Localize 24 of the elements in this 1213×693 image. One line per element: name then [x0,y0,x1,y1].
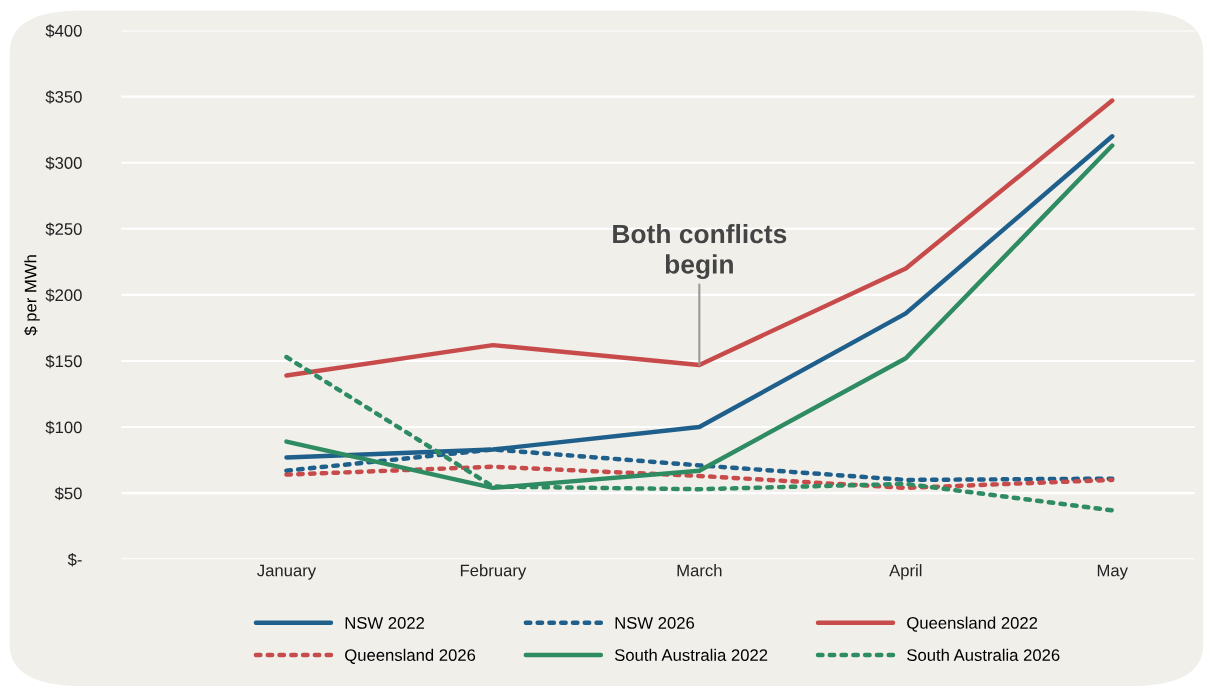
x-tick-label: January [257,564,317,580]
y-tick-label: $100 [45,420,82,435]
y-tick-label: $200 [45,288,82,303]
legend-label: NSW 2022 [345,616,425,629]
legend-label: South Australia 2026 [907,648,1060,661]
legend-label: NSW 2026 [615,616,695,629]
y-tick-label: $150 [45,354,82,369]
annotation: Both conflicts begin [613,223,787,280]
y-tick-label: $350 [45,90,82,104]
y-tick-label: $250 [45,222,82,236]
x-tick-label: February [460,564,527,580]
legend-label: South Australia 2022 [614,648,768,661]
legend-label: Queensland 2026 [345,648,476,664]
y-tick-label: $50 [54,486,82,501]
x-tick-label: May [1097,564,1128,580]
legend-label: Queensland 2022 [907,616,1038,632]
x-tick-label: April [889,564,922,580]
y-axis-title: $ per MWh [23,255,40,336]
line-series [284,98,1115,378]
x-tick-label: March [677,564,722,577]
y-tick-label: $400 [45,24,82,38]
y-tick-label: $- [67,552,82,567]
y-tick-label: $300 [45,156,82,170]
line-series [284,464,1115,491]
